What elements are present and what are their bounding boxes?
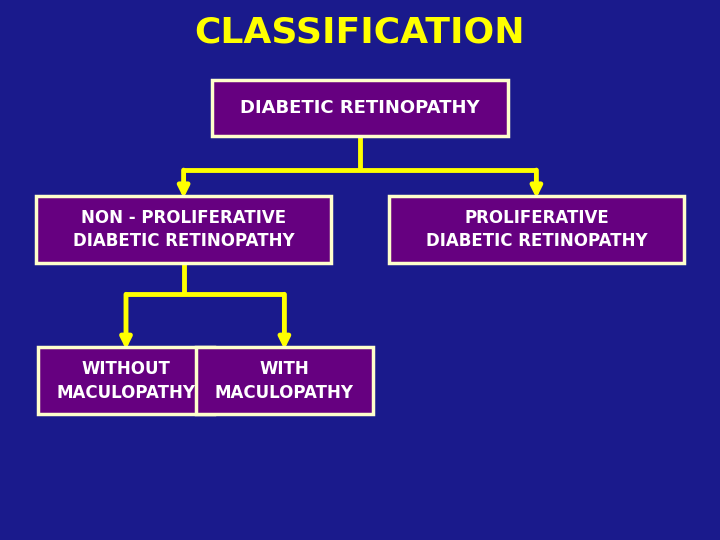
FancyBboxPatch shape bbox=[37, 347, 215, 415]
FancyBboxPatch shape bbox=[389, 195, 684, 263]
Text: PROLIFERATIVE
DIABETIC RETINOPATHY: PROLIFERATIVE DIABETIC RETINOPATHY bbox=[426, 208, 647, 251]
Text: DIABETIC RETINOPATHY: DIABETIC RETINOPATHY bbox=[240, 99, 480, 117]
Text: NON - PROLIFERATIVE
DIABETIC RETINOPATHY: NON - PROLIFERATIVE DIABETIC RETINOPATHY bbox=[73, 208, 294, 251]
Text: WITH
MACULOPATHY: WITH MACULOPATHY bbox=[215, 360, 354, 402]
FancyBboxPatch shape bbox=[36, 195, 331, 263]
FancyBboxPatch shape bbox=[212, 79, 508, 136]
Text: WITHOUT
MACULOPATHY: WITHOUT MACULOPATHY bbox=[56, 360, 196, 402]
FancyBboxPatch shape bbox=[196, 347, 373, 415]
Text: CLASSIFICATION: CLASSIFICATION bbox=[194, 16, 526, 49]
